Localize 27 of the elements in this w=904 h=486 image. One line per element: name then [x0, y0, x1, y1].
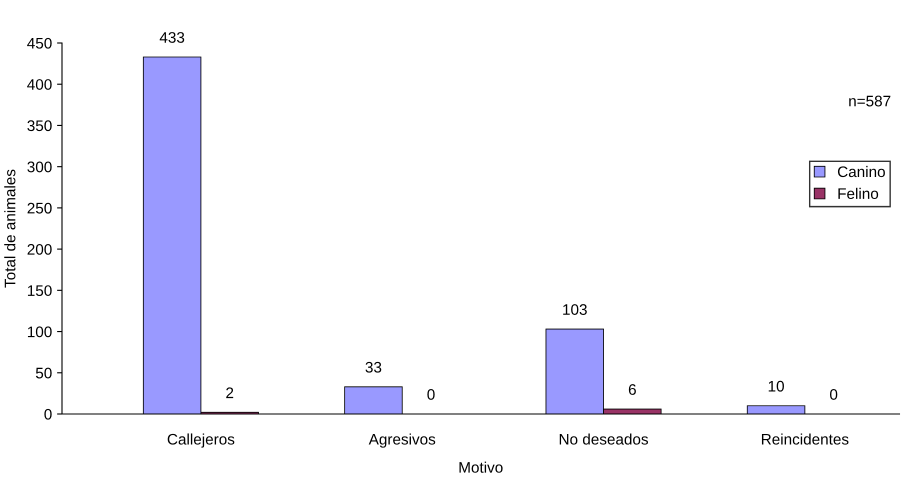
y-tick-label: 300: [27, 162, 52, 172]
y-tick-label: 250: [28, 202, 52, 214]
data-label: 0: [427, 389, 435, 400]
y-tick-label: 200: [28, 244, 52, 255]
y-tick-label: 0: [44, 408, 52, 420]
x-tick-label: Agresivos: [368, 433, 436, 448]
y-axis-title: Total de animales: [4, 170, 16, 288]
data-label: 103: [563, 304, 587, 315]
annotation: n=587: [849, 96, 890, 106]
y-tick-label: 50: [36, 368, 52, 378]
legend-label: Felino: [838, 188, 878, 200]
x-tick-label: No deseados: [560, 433, 648, 445]
y-tick-label: 150: [28, 285, 52, 296]
y-tick-label: 100: [28, 326, 52, 338]
x-tick-label: Callejeros: [168, 433, 234, 448]
data-label: 2: [226, 387, 234, 398]
x-axis-title: Motivo: [459, 462, 503, 473]
y-tick-label: 450: [27, 38, 52, 49]
x-tick-label: Reincidentes: [762, 433, 848, 445]
data-label: 433: [160, 32, 184, 43]
y-tick-label: 350: [27, 120, 52, 132]
data-label: 33: [366, 362, 382, 373]
data-label: 6: [628, 384, 636, 395]
data-label: 10: [768, 380, 784, 392]
legend-label: Canino: [838, 166, 885, 178]
data-label: 0: [830, 389, 838, 400]
y-tick-label: 400: [27, 79, 52, 90]
